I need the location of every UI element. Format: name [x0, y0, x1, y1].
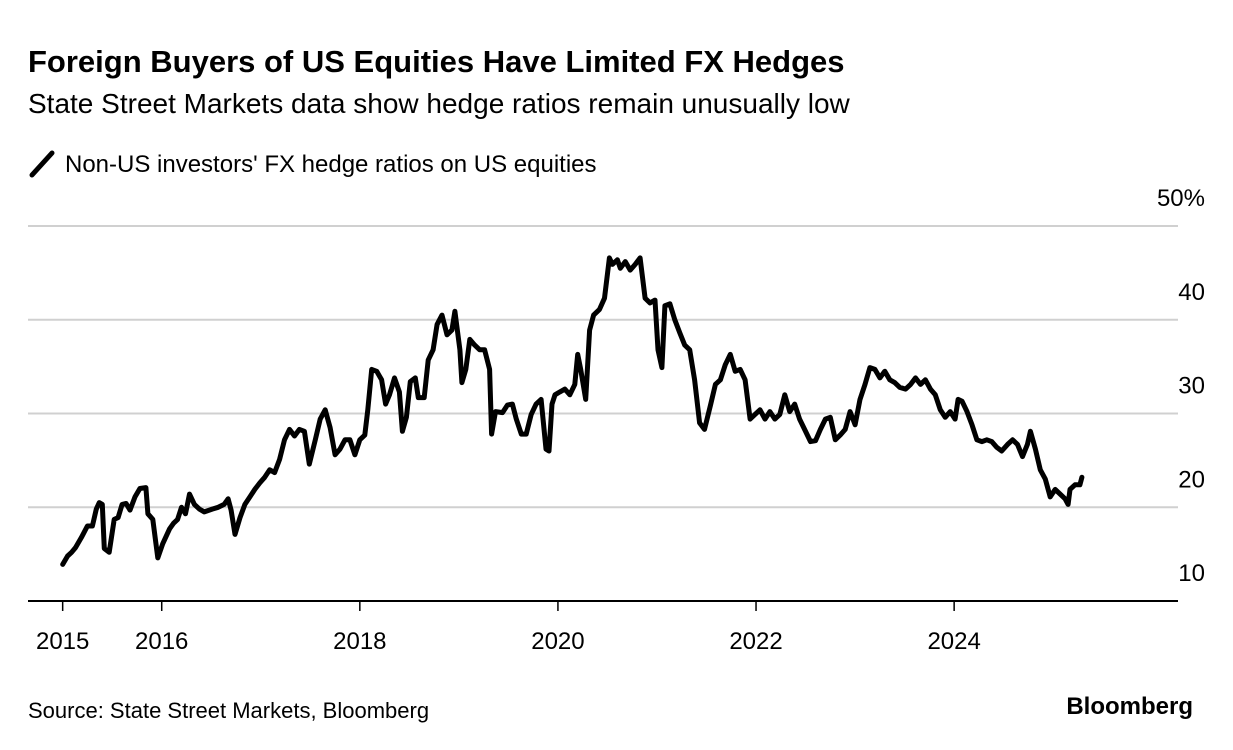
source: Source: State Street Markets, Bloomberg	[28, 698, 429, 723]
y-tick-label: 50%	[1157, 185, 1205, 212]
x-tick-label: 2016	[135, 628, 188, 655]
x-tick-label: 2022	[729, 628, 782, 655]
y-tick-label: 40	[1178, 279, 1205, 306]
y-tick-label: 20	[1178, 466, 1205, 493]
line-series	[60, 255, 1085, 567]
brand: Bloomberg	[1066, 693, 1193, 720]
legend-swatch	[29, 150, 55, 178]
x-tick-label: 2018	[333, 628, 386, 655]
x-tick-label: 2020	[531, 628, 584, 655]
y-tick-label: 30	[1178, 373, 1205, 400]
chart-subtitle: State Street Markets data show hedge rat…	[28, 88, 851, 119]
y-tick-label: 10	[1178, 560, 1205, 587]
chart-title: Foreign Buyers of US Equities Have Limit…	[28, 44, 845, 79]
x-tick-label: 2024	[927, 628, 980, 655]
legend-label: Non-US investors' FX hedge ratios on US …	[65, 151, 597, 178]
x-tick-label: 2015	[36, 628, 89, 655]
